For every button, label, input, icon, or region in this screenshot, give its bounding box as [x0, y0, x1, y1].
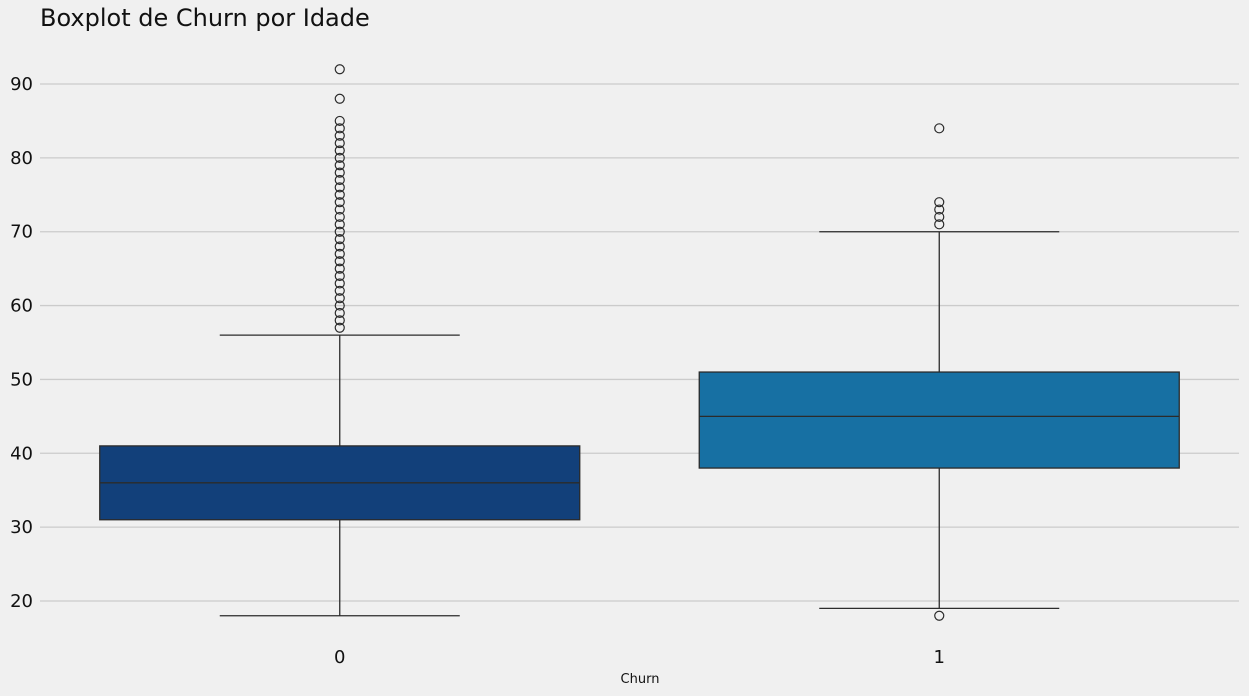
outlier-point — [334, 300, 345, 311]
outlier-point — [334, 115, 345, 127]
y-tick-label: 50 — [10, 369, 33, 390]
y-tick-label: 90 — [10, 74, 33, 95]
x-axis-label: Churn — [621, 672, 660, 687]
outlier-point — [334, 270, 345, 282]
box-group-1 — [698, 123, 1180, 621]
outlier-point — [334, 293, 345, 304]
outlier-point — [334, 197, 345, 208]
chart-title: Boxplot de Churn por Idade — [40, 4, 370, 32]
outlier-point — [934, 211, 945, 223]
outlier-point — [334, 315, 345, 326]
outlier-point — [334, 278, 345, 289]
x-tick-label: 0 — [334, 647, 345, 668]
y-tick-labels: 20 30 40 50 60 70 80 90 — [10, 74, 33, 612]
outlier-point — [334, 137, 345, 149]
outlier-point — [334, 130, 345, 141]
grid-lines — [40, 83, 1239, 602]
outlier-point — [334, 226, 345, 237]
outlier-point — [334, 145, 345, 156]
y-tick-label: 40 — [10, 443, 33, 464]
outlier-point — [334, 123, 345, 134]
y-tick-label: 80 — [10, 148, 33, 169]
outlier-point — [334, 263, 345, 274]
outlier-point — [334, 182, 345, 193]
outlier-point — [334, 241, 345, 252]
box-group-0 — [99, 64, 581, 617]
outlier-point — [334, 93, 345, 104]
outlier-point — [334, 307, 345, 319]
outlier-point — [334, 248, 345, 259]
outlier-point — [334, 219, 345, 230]
outlier-point — [334, 189, 345, 200]
outlier-point — [334, 152, 345, 163]
outlier-point — [934, 123, 945, 134]
y-tick-label: 30 — [10, 517, 33, 538]
y-tick-label: 20 — [10, 591, 33, 612]
outlier-point — [334, 211, 345, 223]
outlier-point — [934, 197, 945, 208]
x-tick-label: 1 — [934, 647, 945, 668]
outlier-point — [334, 167, 345, 178]
outlier-point — [334, 204, 345, 215]
y-tick-label: 60 — [10, 296, 33, 317]
outlier-point — [334, 64, 345, 75]
outlier-point — [334, 174, 345, 186]
outlier-point — [334, 322, 345, 333]
outlier-point — [334, 285, 345, 296]
outlier-point — [334, 234, 345, 245]
box-iqr — [698, 371, 1180, 469]
outlier-point — [934, 219, 945, 230]
outlier-point — [334, 160, 345, 171]
y-tick-label: 70 — [10, 222, 33, 243]
outlier-point — [934, 204, 945, 215]
outlier-point — [334, 256, 345, 267]
outlier-point — [934, 610, 945, 621]
boxes — [99, 64, 1180, 621]
